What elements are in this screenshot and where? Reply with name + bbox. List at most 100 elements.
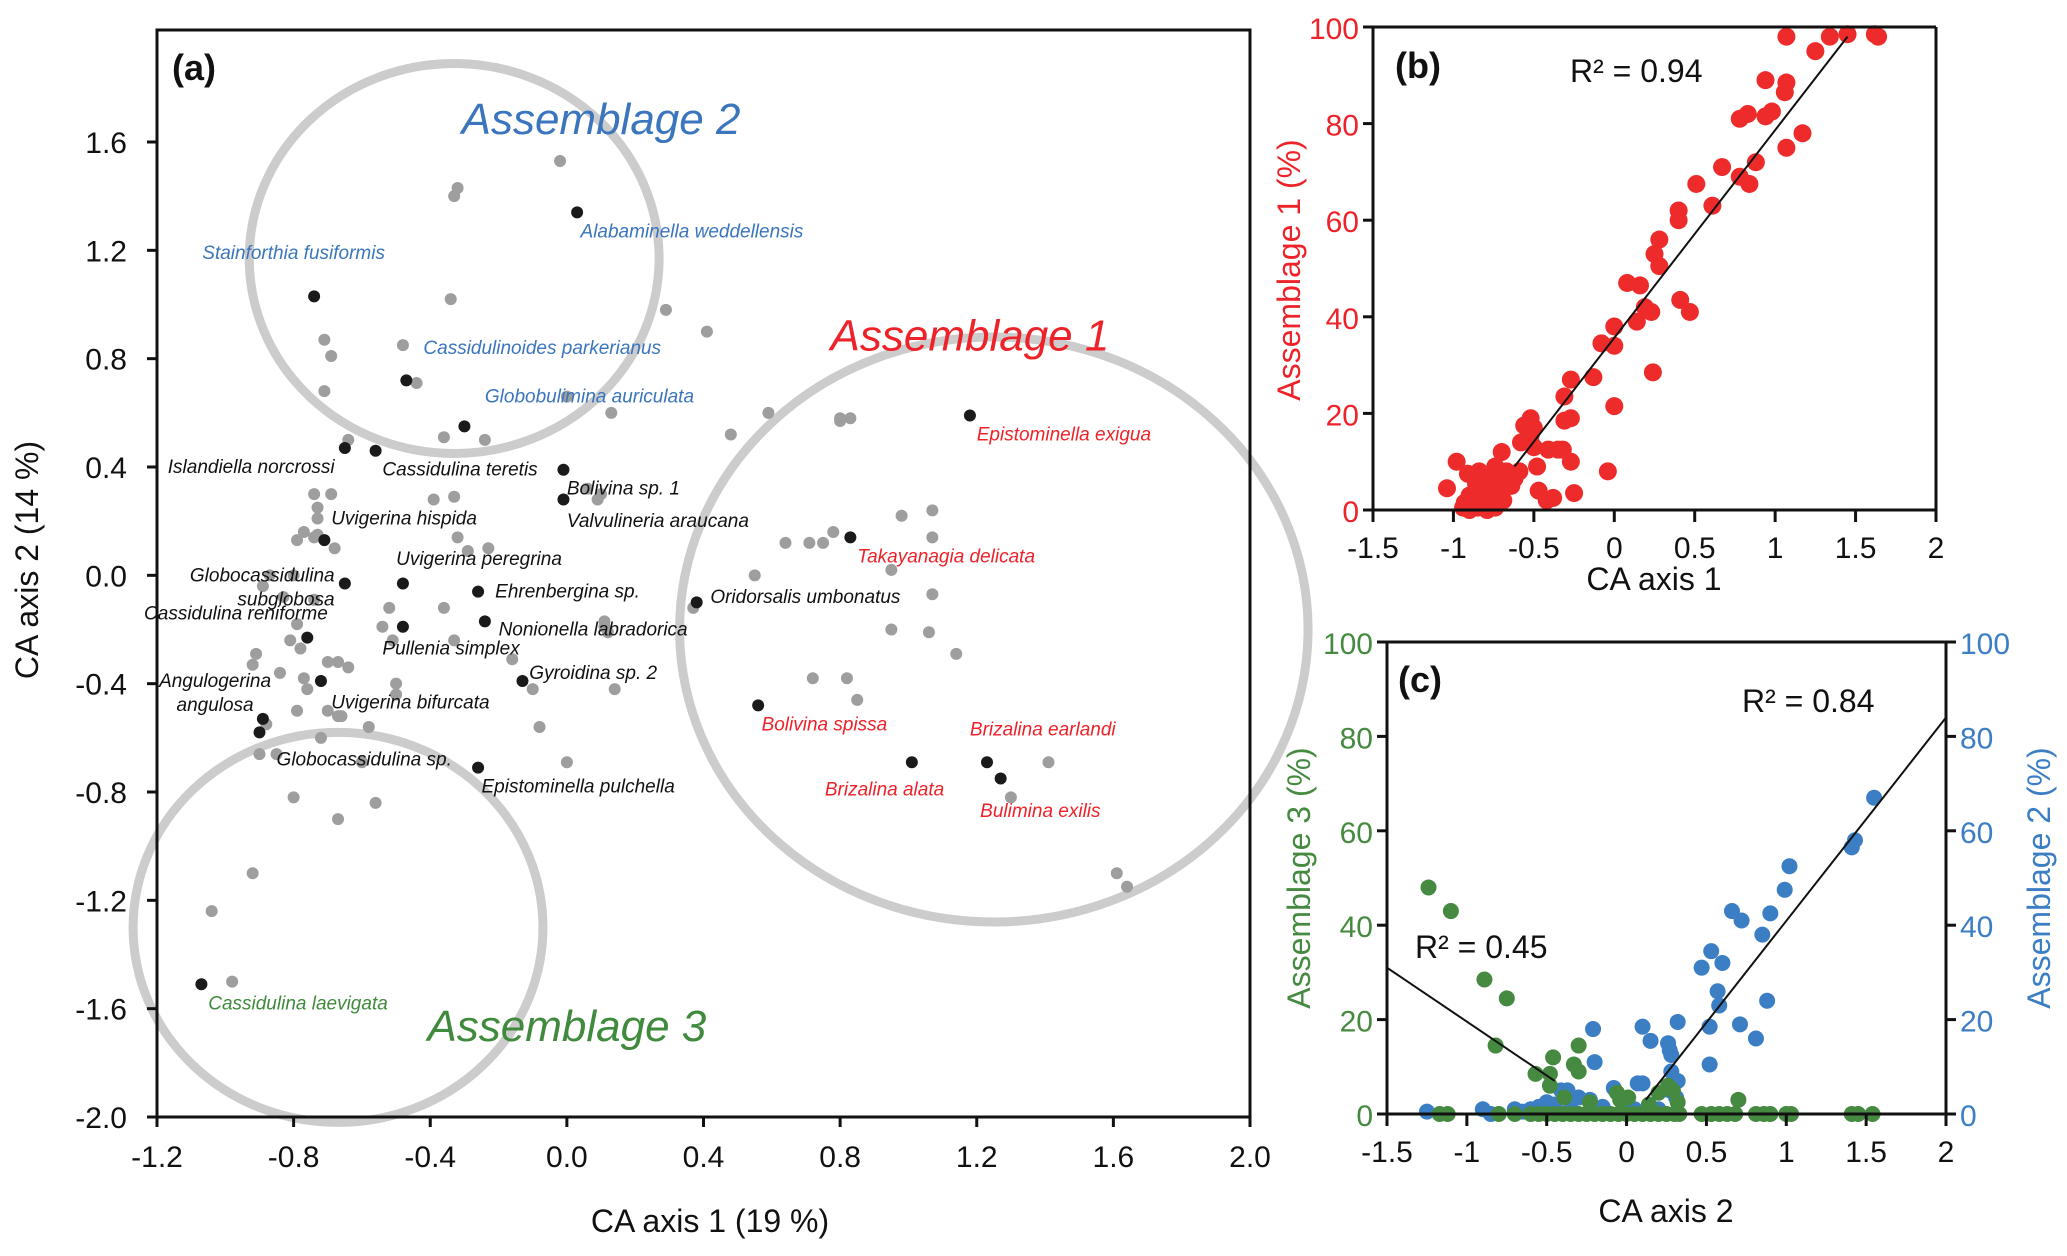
- y-tick-label: -1.6: [75, 994, 127, 1027]
- species-labels: Alabaminella weddellensis Stainforthia fu…: [144, 221, 1151, 1014]
- species-label: Oridorsalis umbonatus: [710, 587, 901, 608]
- species-point: [478, 433, 491, 446]
- species-point: [560, 390, 573, 403]
- assemblage-2-point: [1701, 1056, 1718, 1073]
- species-label: Brizalina earlandi: [970, 720, 1117, 741]
- data-point: [1598, 462, 1617, 481]
- y-tick-label: -2.0: [75, 1102, 127, 1135]
- key-species-point: [301, 631, 314, 644]
- x-tick-label: 0: [1618, 1136, 1635, 1169]
- assemblage-circle: [244, 58, 664, 458]
- assemblage-3-point: [1487, 1037, 1504, 1054]
- y-tick-label: 60: [1326, 206, 1359, 239]
- species-label: Cassidulina teretis: [382, 460, 538, 481]
- data-point: [1605, 317, 1624, 336]
- species-point: [700, 325, 713, 338]
- data-point: [1528, 457, 1547, 476]
- data-point: [1605, 397, 1624, 416]
- species-label: Bolivina sp. 1: [567, 479, 680, 500]
- y-axis-title-a: CA axis 2 (14 %): [9, 441, 45, 679]
- species-point: [287, 791, 300, 804]
- y-tick-label-right: 100: [1960, 628, 2010, 661]
- species-point: [205, 905, 218, 918]
- y-tick-label-left: 80: [1340, 722, 1373, 755]
- species-label: Islandiella norcrossi: [168, 457, 336, 478]
- species-label: Takayanagia delicata: [857, 546, 1035, 567]
- species-label: Cassidulina laevigata: [208, 993, 388, 1014]
- key-species-point: [338, 577, 351, 590]
- assemblage-3-point: [1620, 1089, 1637, 1106]
- species-point: [926, 531, 939, 544]
- species-point: [362, 721, 375, 733]
- species-point: [297, 526, 310, 538]
- x-tick-label: 0.8: [819, 1141, 861, 1174]
- species-label: Bulimina exilis: [980, 801, 1101, 822]
- data-point: [1437, 479, 1456, 498]
- species-label: Globocassidulina subglobosa: [190, 565, 335, 610]
- y-tick-label: -0.8: [75, 777, 127, 810]
- assemblage-2-point: [1731, 1016, 1748, 1033]
- key-species-point: [905, 756, 918, 769]
- species-point: [724, 428, 737, 441]
- y-axis-title-b: Assemblage 1 (%): [1271, 139, 1307, 400]
- data-point: [1642, 302, 1661, 321]
- species-point: [325, 488, 338, 501]
- y-tick-label: -0.4: [75, 669, 127, 702]
- assemblage-3-point: [1545, 1049, 1562, 1066]
- panel-label-a: (a): [172, 47, 216, 88]
- species-point: [410, 377, 423, 390]
- assemblage-1-points: [1437, 25, 1888, 519]
- key-species-point: [844, 531, 857, 544]
- assemblage-2-point: [1634, 1018, 1651, 1035]
- species-label-line: Globocassidulina: [190, 565, 335, 586]
- species-point: [396, 339, 409, 352]
- species-point: [335, 710, 348, 723]
- species-point: [803, 536, 816, 549]
- species-point: [291, 618, 304, 631]
- assemblage-3-point: [1556, 1089, 1573, 1106]
- species-label: Uvigerina peregrina: [396, 549, 562, 570]
- key-species-point: [752, 699, 765, 712]
- key-species-point: [256, 712, 269, 725]
- key-species-point: [571, 206, 584, 219]
- x-tick-label: -0.8: [268, 1141, 320, 1174]
- species-label: Gyroidina sp. 2: [529, 663, 657, 684]
- assemblage-circle: [675, 332, 1313, 927]
- y-tick-label-left: 60: [1340, 817, 1373, 850]
- key-species-point: [472, 585, 485, 598]
- assemblage-titles: Assemblage 1 Assemblage 2 Assemblage 3: [424, 95, 1109, 1051]
- species-point: [294, 642, 307, 655]
- y-tick-label-left: 40: [1340, 911, 1373, 944]
- x-axis-title-a: CA axis 1 (19 %): [591, 1203, 829, 1239]
- species-label: Nonionella labradorica: [499, 620, 688, 641]
- data-point: [1561, 370, 1580, 389]
- y-tick-label: 80: [1326, 110, 1359, 143]
- species-point: [851, 693, 864, 706]
- species-point: [386, 634, 399, 647]
- assemblage-circles: [128, 58, 1313, 1127]
- species-point: [390, 688, 403, 701]
- species-point: [314, 731, 327, 744]
- y-tick-label: 40: [1326, 303, 1359, 336]
- assemblage-2-point: [1703, 943, 1720, 960]
- key-species-point: [396, 577, 409, 590]
- key-species-point: [516, 674, 529, 687]
- species-label: Bolivina spissa: [762, 714, 888, 735]
- x-axis-title-b: CA axis 1: [1586, 561, 1721, 597]
- y-tick-label: 0.4: [85, 452, 127, 485]
- species-point: [311, 512, 324, 525]
- species-label-line: Angulogerina: [158, 671, 271, 692]
- species-point: [376, 620, 389, 633]
- data-point: [1544, 488, 1563, 507]
- species-point: [885, 563, 898, 576]
- x-tick-label: -1.5: [1347, 532, 1399, 565]
- species-point: [277, 591, 290, 603]
- y-tick-label-left: 20: [1340, 1006, 1373, 1039]
- data-point: [1777, 138, 1796, 157]
- species-point: [1004, 791, 1017, 804]
- species-point: [355, 756, 368, 769]
- data-point: [1740, 174, 1759, 193]
- data-point: [1687, 174, 1706, 193]
- species-point: [444, 293, 457, 306]
